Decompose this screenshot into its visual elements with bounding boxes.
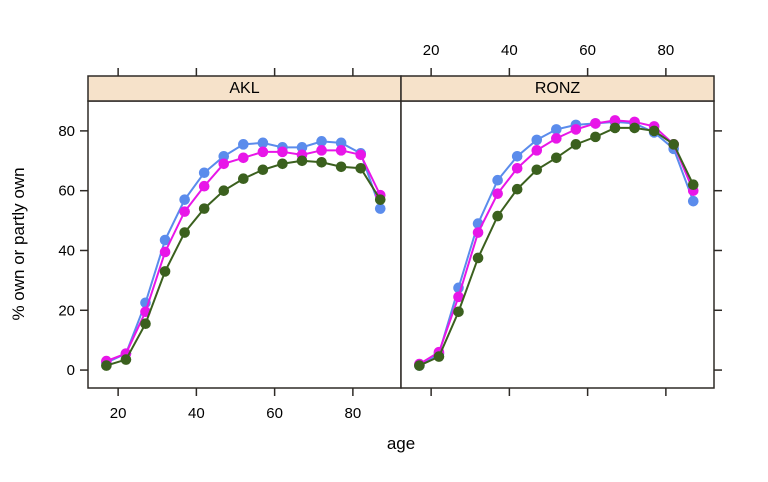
x-tick-label: 80: [345, 405, 362, 422]
panel-strip: [400, 75, 715, 102]
data-point: [648, 125, 660, 137]
data-point: [355, 162, 367, 174]
data-point: [492, 188, 503, 199]
data-point: [374, 194, 386, 205]
x-tick-label: 40: [501, 42, 518, 59]
data-point: [218, 185, 230, 196]
data-point: [511, 162, 523, 174]
data-point: [531, 145, 543, 156]
data-point: [511, 183, 523, 195]
data-point: [277, 146, 288, 158]
data-point: [238, 152, 249, 164]
data-point: [316, 145, 327, 156]
data-point: [179, 206, 190, 217]
data-point: [159, 234, 171, 246]
data-point: [159, 246, 171, 258]
data-point: [179, 227, 190, 238]
data-point: [414, 360, 425, 371]
y-tick-label: 20: [58, 302, 75, 319]
data-point: [668, 139, 680, 150]
data-point: [551, 133, 562, 144]
data-point: [590, 118, 601, 129]
data-point: [179, 194, 190, 205]
data-point: [335, 161, 347, 173]
data-point: [257, 164, 269, 176]
data-point: [296, 142, 308, 153]
series-magenta: [101, 145, 386, 367]
data-point: [257, 146, 269, 158]
data-point: [687, 179, 699, 191]
data-point: [101, 360, 112, 371]
data-point: [609, 115, 621, 126]
data-point: [296, 155, 308, 167]
data-point: [492, 174, 503, 186]
data-point: [511, 151, 523, 162]
data-point: [316, 136, 327, 147]
data-point: [433, 351, 445, 362]
data-point: [453, 291, 464, 303]
data-point: [257, 137, 269, 149]
data-point: [159, 266, 171, 277]
data-point: [570, 139, 582, 150]
data-point: [453, 306, 464, 318]
y-tick-label: 60: [58, 183, 75, 200]
y-axis-title: % own or partly own: [9, 167, 28, 321]
data-point: [316, 156, 327, 168]
data-point: [238, 139, 249, 150]
series-dark-green: [414, 122, 699, 371]
data-point: [140, 318, 151, 330]
data-point: [355, 149, 367, 161]
data-point: [551, 124, 562, 135]
data-point: [570, 124, 582, 135]
series-dark-green: [101, 155, 386, 371]
data-point: [198, 203, 210, 214]
x-tick-label: 20: [423, 42, 440, 59]
panel-akl: 20 40 60 80 0 20 40 60 80: [58, 68, 402, 422]
panel-strip-label-ronz: RONZ: [534, 80, 581, 97]
x-tick-label: 20: [110, 405, 127, 422]
data-point: [277, 158, 288, 170]
data-point: [198, 180, 210, 192]
data-point: [335, 137, 347, 149]
y-tick-label: 40: [58, 242, 75, 259]
data-point: [335, 145, 347, 156]
data-point: [218, 158, 230, 170]
panel-ronz: 20 40 60 80: [400, 42, 722, 396]
x-tick-label: 40: [188, 405, 205, 422]
data-point: [218, 151, 230, 162]
data-point: [198, 167, 210, 179]
x-tick-label: 60: [579, 42, 596, 59]
data-point: [629, 122, 640, 134]
data-point: [609, 122, 621, 134]
y-tick-label: 0: [67, 362, 75, 379]
data-point: [551, 152, 562, 164]
data-point: [120, 354, 132, 365]
data-point: [531, 134, 543, 146]
data-point: [590, 131, 601, 143]
y-tick-label: 80: [58, 123, 75, 140]
data-point: [238, 173, 249, 185]
data-point: [472, 227, 484, 238]
data-point: [492, 210, 503, 222]
plot-area: [400, 100, 715, 389]
data-point: [374, 203, 386, 214]
data-point: [531, 164, 543, 176]
x-axis-title: age: [386, 434, 416, 453]
panel-strip: [87, 75, 402, 102]
x-tick-label: 60: [266, 405, 283, 422]
panel-strip-label-akl: AKL: [229, 80, 260, 97]
data-point: [472, 252, 484, 264]
x-tick-label: 80: [658, 42, 675, 59]
data-point: [687, 195, 699, 207]
